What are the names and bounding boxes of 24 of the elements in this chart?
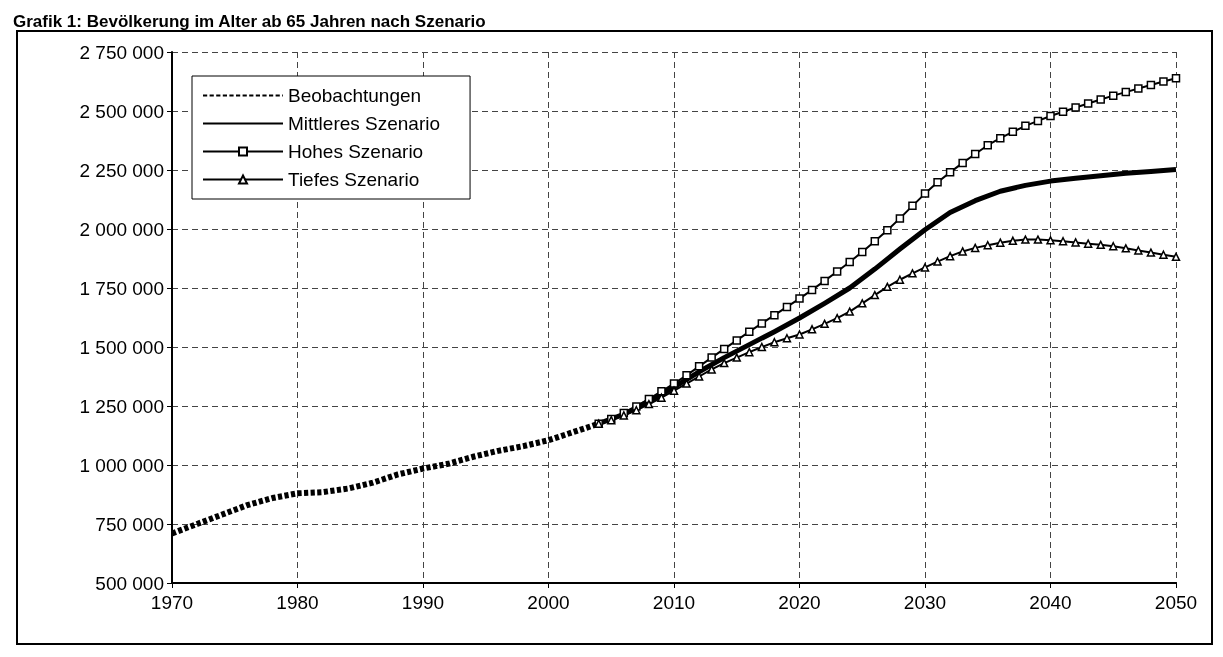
legend-label: Hohes Szenario <box>288 141 424 162</box>
x-tick-label: 2040 <box>1029 592 1072 613</box>
y-tick-label: 1 750 000 <box>79 277 164 299</box>
x-tick-label: 2000 <box>527 592 570 613</box>
y-tick-label: 1 250 000 <box>79 395 164 417</box>
y-tick-label: 1 000 000 <box>79 454 164 476</box>
y-tick-label: 2 250 000 <box>79 159 164 181</box>
y-tick-label: 2 500 000 <box>79 100 164 122</box>
x-tick-label: 1990 <box>401 592 445 613</box>
y-tick-label: 500 000 <box>95 572 164 594</box>
y-tick-label: 2 750 000 <box>79 41 164 63</box>
legend-label: Beobachtungen <box>288 85 422 106</box>
x-tick-label: 2010 <box>652 592 696 613</box>
legend-label: Mittleres Szenario <box>288 113 441 134</box>
y-tick-label: 2 000 000 <box>79 218 164 240</box>
x-tick-label: 2020 <box>778 592 821 613</box>
chart-title: Grafik 1: Bevölkerung im Alter ab 65 Jahren nach Szenario <box>13 12 486 31</box>
y-tick-label: 750 000 <box>95 513 164 535</box>
x-tick-label: 2030 <box>903 592 947 613</box>
x-tick-label: 1970 <box>150 592 194 613</box>
x-tick-label: 1980 <box>276 592 319 613</box>
x-tick-label: 2050 <box>1154 592 1198 613</box>
legend-label: Tiefes Szenario <box>288 169 420 190</box>
y-tick-label: 1 500 000 <box>79 336 164 358</box>
